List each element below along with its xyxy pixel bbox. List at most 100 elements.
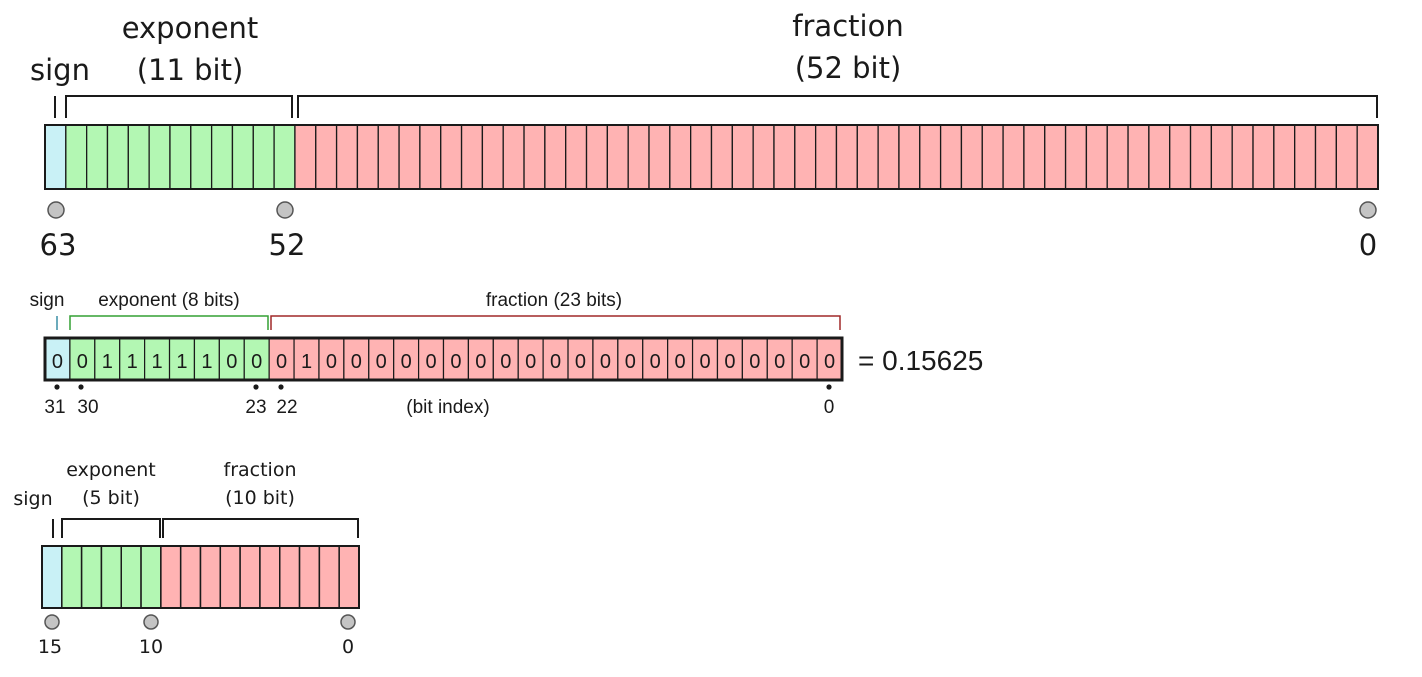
double-bit-cell bbox=[1252, 124, 1275, 190]
single-bit-value: 0 bbox=[625, 351, 636, 373]
double-bit-cell bbox=[731, 124, 754, 190]
double-bit-cell bbox=[65, 124, 88, 190]
double-index-52: 52 bbox=[269, 228, 306, 262]
double-bit-cell bbox=[210, 124, 234, 190]
double-exponent-label: exponent bbox=[122, 11, 259, 45]
double-bit-cell bbox=[502, 124, 525, 190]
double-bit-cell bbox=[106, 124, 129, 190]
single-dot-22 bbox=[278, 384, 284, 390]
single-bit-value: 0 bbox=[675, 351, 686, 373]
double-exponent-bracket bbox=[65, 95, 293, 118]
double-bit-cell bbox=[1002, 124, 1025, 190]
double-bit-cell bbox=[1231, 124, 1254, 190]
double-bit-cell bbox=[86, 124, 109, 190]
single-bit-value: 0 bbox=[251, 351, 262, 373]
single-bit-cell bbox=[44, 337, 71, 381]
double-bit-cell bbox=[752, 124, 775, 190]
half-fraction-bracket bbox=[162, 518, 359, 538]
single-dot-0 bbox=[826, 384, 832, 390]
single-bit-value: 0 bbox=[401, 351, 412, 373]
double-marker-52 bbox=[276, 201, 294, 219]
half-fraction-bits-label: (10 bit) bbox=[225, 487, 295, 509]
single-fraction-bracket bbox=[270, 315, 841, 330]
single-bit-value: 1 bbox=[201, 351, 212, 373]
half-exponent-bracket bbox=[61, 518, 161, 538]
single-bit-value: 0 bbox=[450, 351, 461, 373]
double-marker-63 bbox=[47, 201, 65, 219]
double-bit-cell bbox=[398, 124, 421, 190]
half-bit-cell bbox=[100, 545, 122, 609]
double-bit-cell bbox=[981, 124, 1004, 190]
half-marker-15 bbox=[44, 614, 60, 630]
double-bit-cell bbox=[294, 124, 317, 190]
double-bit-cell bbox=[1085, 124, 1108, 190]
single-bit-value: 0 bbox=[724, 351, 735, 373]
single-dot-31 bbox=[54, 384, 60, 390]
single-bit-cell bbox=[716, 337, 743, 381]
half-bit-cell bbox=[279, 545, 301, 609]
double-bit-cell bbox=[335, 124, 359, 190]
double-bit-cell bbox=[169, 124, 192, 190]
single-bit-cell bbox=[467, 337, 494, 381]
single-bit-index-caption: (bit index) bbox=[406, 397, 489, 418]
double-bit-cell bbox=[877, 124, 900, 190]
double-bit-cell bbox=[1189, 124, 1213, 190]
double-bit-cell bbox=[648, 124, 671, 190]
double-bit-cell bbox=[1294, 124, 1317, 190]
double-bit-cell bbox=[1106, 124, 1129, 190]
double-bit-cell bbox=[481, 124, 504, 190]
half-marker-0 bbox=[340, 614, 356, 630]
single-bit-value: 0 bbox=[774, 351, 785, 373]
single-bit-value: 0 bbox=[525, 351, 536, 373]
single-bit-value: 1 bbox=[102, 351, 113, 373]
single-bit-value: 1 bbox=[152, 351, 163, 373]
single-bit-value: 0 bbox=[326, 351, 337, 373]
single-bit-value: 0 bbox=[650, 351, 661, 373]
double-bit-cell bbox=[148, 124, 171, 190]
half-bit-cell bbox=[120, 545, 142, 609]
single-register-outline bbox=[43, 336, 844, 382]
double-bit-cell bbox=[814, 124, 838, 190]
single-value-label: = 0.15625 bbox=[858, 345, 983, 376]
double-bit-cell bbox=[1064, 124, 1088, 190]
single-bit-value: 0 bbox=[77, 351, 88, 373]
single-bit-value: 0 bbox=[699, 351, 710, 373]
double-bit-cell bbox=[919, 124, 942, 190]
half-bit-cell bbox=[338, 545, 360, 609]
single-sign-label: sign bbox=[30, 290, 65, 311]
double-bit-cell bbox=[690, 124, 713, 190]
double-fraction-bits-label: (52 bit) bbox=[795, 51, 902, 85]
double-register-outline bbox=[44, 124, 1379, 190]
half-exponent-bits-label: (5 bit) bbox=[82, 487, 140, 509]
half-index-0: 0 bbox=[342, 636, 354, 658]
double-bit-cell bbox=[773, 124, 796, 190]
half-bit-cell bbox=[179, 545, 202, 609]
double-bit-cell bbox=[627, 124, 650, 190]
half-bit-cell bbox=[298, 545, 321, 609]
half-bit-cell bbox=[219, 545, 241, 609]
double-index-0: 0 bbox=[1359, 228, 1377, 262]
half-marker-10 bbox=[143, 614, 159, 630]
single-bit-cell bbox=[318, 337, 345, 381]
half-sign-label: sign bbox=[13, 488, 52, 510]
single-bit-value: 0 bbox=[500, 351, 511, 373]
single-bit-cell bbox=[94, 337, 121, 381]
double-bit-cell bbox=[544, 124, 567, 190]
single-bit-value: 0 bbox=[351, 351, 362, 373]
single-index-23: 23 bbox=[245, 397, 266, 418]
single-bit-cell bbox=[243, 337, 270, 381]
double-bit-cells bbox=[44, 124, 1379, 190]
single-bit-value: 0 bbox=[799, 351, 810, 373]
half-bit-cell bbox=[239, 545, 261, 609]
single-bit-value: 1 bbox=[127, 351, 138, 373]
half-register-outline bbox=[41, 545, 360, 609]
single-bit-value: 0 bbox=[425, 351, 436, 373]
double-bit-cell bbox=[44, 124, 67, 190]
single-index-22: 22 bbox=[276, 397, 297, 418]
single-bit-value: 0 bbox=[749, 351, 760, 373]
single-fraction-label: fraction (23 bits) bbox=[486, 290, 622, 311]
double-bit-cell bbox=[585, 124, 609, 190]
single-bit-value: 0 bbox=[600, 351, 611, 373]
